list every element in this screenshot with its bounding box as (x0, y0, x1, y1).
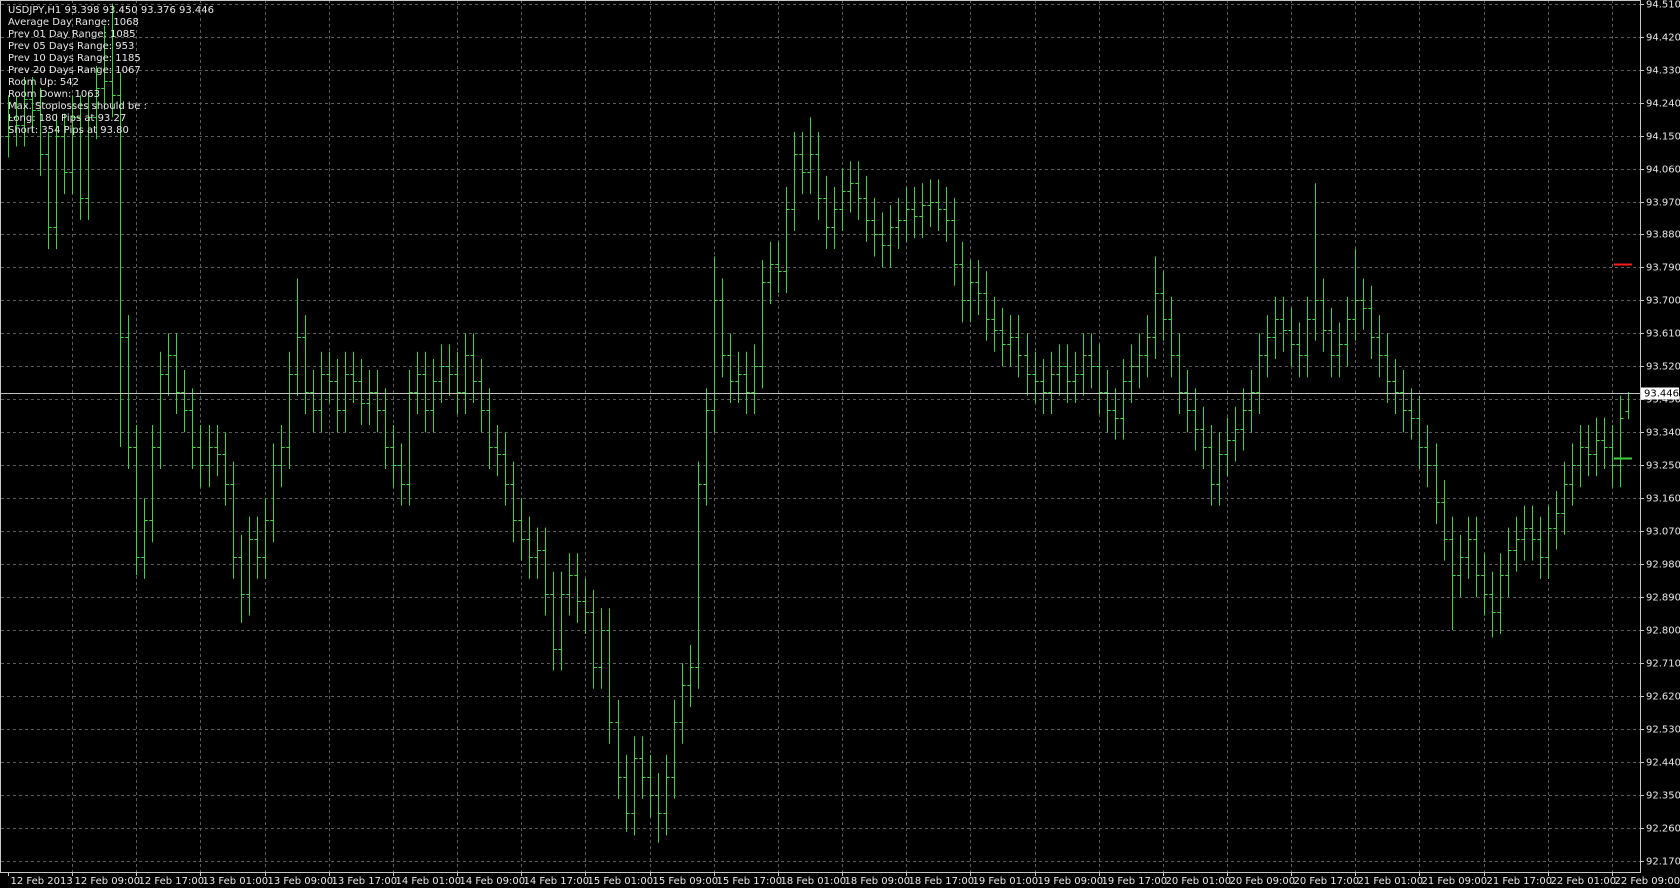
info-line: Prev 01 Day Range: 1085 (8, 29, 136, 40)
y-tick-label: 92.710 (1646, 659, 1680, 670)
x-tick-label: 12 Feb 09:00 (75, 876, 141, 887)
x-tick-label: 21 Feb 01:00 (1358, 876, 1424, 887)
y-tick-label: 92.170 (1646, 857, 1680, 868)
y-tick-label: 93.430 (1646, 395, 1680, 406)
x-tick-label: 18 Feb 17:00 (909, 876, 975, 887)
x-tick-label: 20 Feb 09:00 (1230, 876, 1296, 887)
y-tick-label: 92.980 (1646, 560, 1680, 571)
info-line: Average Day Range: 1068 (8, 17, 139, 28)
x-tick-label: 13 Feb 17:00 (332, 876, 398, 887)
info-line: Short: 354 Pips at 93.80 (8, 125, 129, 136)
x-tick-label: 12 Feb 17:00 (139, 876, 205, 887)
y-tick-label: 93.250 (1646, 461, 1680, 472)
x-tick-label: 14 Feb 17:00 (524, 876, 590, 887)
y-tick-label: 94.330 (1646, 66, 1680, 77)
info-line: Max. Stoplosses should be : (8, 101, 147, 112)
grid (1, 0, 1640, 872)
y-tick-label: 93.160 (1646, 494, 1680, 505)
y-tick-label: 94.510 (1646, 0, 1680, 11)
x-tick-label: 22 Feb 01:00 (1551, 876, 1617, 887)
y-tick-label: 93.520 (1646, 362, 1680, 373)
x-tick-label: 13 Feb 01:00 (203, 876, 269, 887)
x-tick-label: 14 Feb 09:00 (460, 876, 526, 887)
info-line: Prev 20 Days Range: 1067 (8, 65, 141, 76)
y-tick-label: 93.610 (1646, 329, 1680, 340)
chart-title: USDJPY,H1 93.398 93.450 93.376 93.446 (8, 5, 214, 16)
y-tick-label: 93.700 (1646, 296, 1680, 307)
x-tick-label: 19 Feb 17:00 (1102, 876, 1168, 887)
y-tick-label: 94.150 (1646, 132, 1680, 143)
y-tick-label: 94.060 (1646, 165, 1680, 176)
y-tick-label: 92.440 (1646, 758, 1680, 769)
y-tick-label: 93.790 (1646, 263, 1680, 274)
y-tick-label: 92.890 (1646, 593, 1680, 604)
x-tick-label: 15 Feb 17:00 (717, 876, 783, 887)
last-price-box (1641, 387, 1679, 400)
x-tick-label: 20 Feb 17:00 (1294, 876, 1360, 887)
x-tick-label: 22 Feb 09:00 (1615, 876, 1680, 887)
y-tick-label: 94.240 (1646, 99, 1680, 110)
y-tick-label: 93.970 (1646, 198, 1680, 209)
y-tick-label: 93.880 (1646, 230, 1680, 241)
x-tick-label: 15 Feb 01:00 (588, 876, 654, 887)
x-tick-label: 19 Feb 01:00 (973, 876, 1039, 887)
overlay (1, 263, 1640, 460)
info-line: Room Down: 1063 (8, 89, 100, 100)
y-tick-label: 92.800 (1646, 626, 1680, 637)
x-tick-label: 21 Feb 17:00 (1487, 876, 1553, 887)
y-tick-label: 92.620 (1646, 692, 1680, 703)
x-tick-label: 18 Feb 01:00 (781, 876, 847, 887)
y-tick-label: 93.340 (1646, 428, 1680, 439)
y-tick-label: 92.530 (1646, 725, 1680, 736)
y-tick-label: 92.350 (1646, 791, 1680, 802)
x-tick-label: 15 Feb 09:00 (653, 876, 719, 887)
y-tick-label: 92.260 (1646, 824, 1680, 835)
x-tick-label: 20 Feb 01:00 (1166, 876, 1232, 887)
x-tick-label: 21 Feb 09:00 (1422, 876, 1488, 887)
info-line: Prev 05 Days Range: 953 (8, 41, 134, 52)
x-tick-label: 12 Feb 2013 (11, 876, 73, 887)
info-line: Long: 180 Pips at 93.27 (8, 113, 126, 124)
x-tick-label: 13 Feb 09:00 (268, 876, 334, 887)
last-price-label: 93.446 (1644, 389, 1679, 400)
info-line: Prev 10 Days Range: 1185 (8, 53, 141, 64)
x-tick-label: 19 Feb 09:00 (1038, 876, 1104, 887)
y-tick-label: 94.420 (1646, 33, 1680, 44)
x-tick-label: 18 Feb 09:00 (845, 876, 911, 887)
x-tick-label: 14 Feb 01:00 (396, 876, 462, 887)
y-tick-label: 93.070 (1646, 527, 1680, 538)
labels: 94.510 94.420 94.330 94.240 94.150 94.060 93.9… (8, 0, 1680, 887)
info-line: Room Up: 542 (8, 77, 79, 88)
bars (5, 3, 1632, 843)
